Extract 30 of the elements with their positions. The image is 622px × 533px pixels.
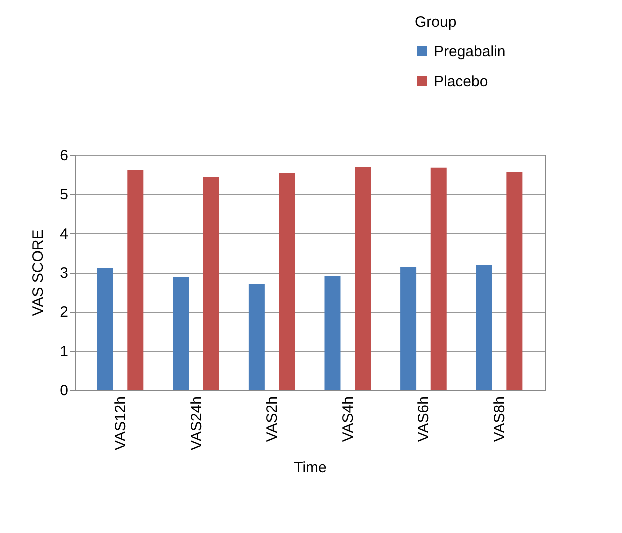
bar	[173, 277, 190, 390]
x-tick-label: VAS6h	[416, 396, 433, 442]
y-tick-label: 1	[60, 343, 68, 360]
legend-title: Group	[415, 14, 457, 31]
bar	[128, 170, 144, 390]
bar	[324, 276, 341, 390]
y-tick-label: 3	[60, 265, 68, 282]
y-tick-label: 0	[60, 382, 68, 400]
y-tick-label: 6	[60, 148, 68, 164]
legend-label: Placebo	[434, 74, 488, 90]
bar	[279, 173, 296, 390]
x-tick-label: VAS2h	[264, 396, 282, 442]
x-tick-label: VAS4h	[340, 396, 357, 442]
y-axis-title: VAS SCORE	[30, 230, 48, 316]
y-tick-label: 2	[60, 304, 68, 322]
bar	[400, 267, 417, 390]
x-tick-label: VAS24h	[188, 396, 206, 450]
bar	[97, 268, 114, 390]
bar	[355, 167, 372, 390]
bar	[476, 265, 492, 390]
bar	[506, 172, 523, 390]
bar	[203, 177, 220, 390]
bar	[430, 168, 447, 390]
y-tick-label: 5	[60, 186, 68, 204]
y-tick-label: 4	[60, 226, 68, 243]
legend-label: Pregabalin	[434, 44, 506, 60]
x-tick-label: VAS12h	[112, 396, 130, 450]
x-tick-label: VAS8h	[492, 396, 509, 442]
bar	[248, 284, 265, 390]
x-axis-title: Time	[294, 459, 327, 476]
